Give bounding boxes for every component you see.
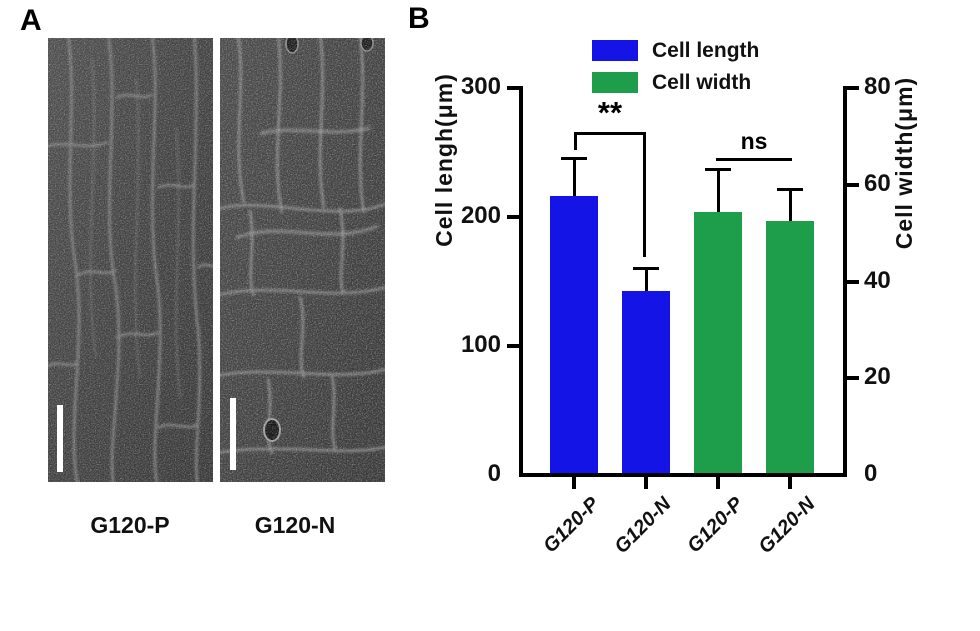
ns-line xyxy=(716,158,792,162)
left-axis-line xyxy=(519,86,523,477)
ns-label: ns xyxy=(740,128,768,155)
scale-bar xyxy=(230,398,236,470)
legend-entry-cell-width: Cell width xyxy=(592,70,759,94)
right-axis-tick xyxy=(847,182,859,187)
error-bar-cap-0 xyxy=(561,156,587,160)
legend-label-cell-width: Cell width xyxy=(652,70,752,94)
error-bar-cap-2 xyxy=(705,168,731,172)
error-bar-stem-3 xyxy=(788,187,792,224)
error-bar-stem-0 xyxy=(572,156,576,198)
left-axis-tick-label: 200 xyxy=(460,202,501,229)
micrograph-caption-g120-p: G120-P xyxy=(90,512,170,538)
left-axis-tick xyxy=(507,344,519,348)
right-axis-tick xyxy=(847,376,859,381)
right-axis-line xyxy=(843,86,847,477)
legend-label-cell-length: Cell length xyxy=(652,38,760,62)
cell-length-bar-g120-p xyxy=(550,195,598,473)
left-axis-tick-label: 300 xyxy=(460,73,501,100)
legend-swatch-cell-width xyxy=(592,72,638,93)
sem-micrograph-g120-n xyxy=(220,38,385,482)
right-axis-tick xyxy=(847,279,859,284)
chart-legend: Cell length Cell width xyxy=(592,38,760,104)
scale-bar xyxy=(57,405,63,472)
left-axis-tick-label: 100 xyxy=(460,331,501,358)
x-axis-tick-0 xyxy=(572,477,576,489)
sig-bracket-left-leg xyxy=(574,131,577,150)
micrograph-caption-g120-n: G120-N xyxy=(254,512,336,538)
sem-image-g120-p xyxy=(48,38,213,482)
sem-image-g120-n xyxy=(220,38,385,482)
error-bar-cap-1 xyxy=(633,266,659,270)
left-axis-tick-label: 0 xyxy=(487,460,501,487)
left-axis-tick xyxy=(507,86,519,90)
right-axis-tick xyxy=(847,86,859,90)
error-bar-stem-1 xyxy=(644,266,648,294)
cell-length-bar-g120-n xyxy=(622,291,670,473)
sig-label-asterisks: ** xyxy=(597,94,623,130)
cell-width-bar-g120-n xyxy=(766,221,814,473)
x-axis-line xyxy=(519,473,847,477)
x-axis-tick-2 xyxy=(716,477,720,489)
sig-bracket-top xyxy=(574,131,646,135)
legend-swatch-cell-length xyxy=(592,40,638,61)
left-axis-title: Cell lengh(μm) xyxy=(431,73,457,247)
cell-width-bar-g120-p xyxy=(694,211,742,473)
sem-micrograph-g120-p xyxy=(48,38,213,482)
right-axis-tick-label: 80 xyxy=(864,73,891,100)
sig-bracket-right-leg xyxy=(643,131,646,257)
left-axis-tick xyxy=(507,215,519,219)
right-axis-tick-label: 0 xyxy=(864,460,878,487)
right-axis-tick-label: 40 xyxy=(864,266,891,294)
x-axis-tick-1 xyxy=(644,477,648,489)
legend-entry-cell-length: Cell length xyxy=(592,38,760,62)
right-axis-tick-label: 20 xyxy=(864,363,891,391)
error-bar-cap-3 xyxy=(777,187,803,191)
right-axis-tick-label: 60 xyxy=(864,169,891,197)
panel-a-label: A xyxy=(20,4,42,37)
error-bar-stem-2 xyxy=(716,168,720,214)
panel-b-label: B xyxy=(408,2,430,35)
x-axis-tick-3 xyxy=(788,477,792,489)
